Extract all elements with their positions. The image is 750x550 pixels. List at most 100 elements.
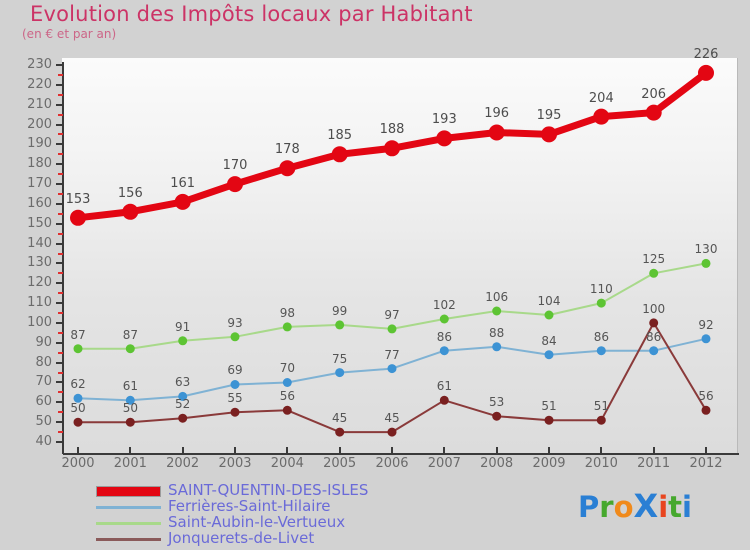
y-tick-label: 190: [27, 136, 52, 152]
x-tick-label: 2004: [270, 456, 304, 471]
x-tick-label: 2008: [480, 456, 514, 471]
data-point-label: 97: [384, 307, 400, 322]
y-tick-minor: [58, 371, 63, 374]
x-tick: [338, 447, 341, 454]
x-tick-label: 2001: [113, 456, 147, 471]
legend-swatch: [96, 538, 161, 541]
x-tick-label: 2002: [166, 456, 200, 471]
x-tick: [129, 447, 132, 454]
x-tick: [600, 447, 603, 454]
legend-label: Saint-Aubin-le-Vertueux: [168, 513, 346, 531]
data-point-label: 195: [536, 108, 562, 124]
data-point-label: 70: [279, 361, 295, 376]
y-tick: [56, 222, 63, 225]
y-tick-minor: [58, 252, 63, 255]
y-tick: [56, 421, 63, 424]
data-point-label: 86: [593, 329, 609, 344]
logo-letter: i: [682, 490, 692, 524]
x-tick-label: 2007: [427, 456, 461, 471]
y-tick-label: 230: [27, 57, 52, 72]
y-tick: [56, 262, 63, 265]
data-point-label: 51: [541, 399, 557, 414]
data-point-label: 45: [384, 411, 400, 426]
y-tick-minor: [58, 292, 63, 295]
y-tick-minor: [58, 312, 63, 315]
x-tick-label: 2000: [61, 456, 95, 471]
y-tick-minor: [58, 192, 63, 195]
data-point-label: 93: [227, 315, 243, 330]
y-tick: [56, 321, 63, 324]
data-point-label: 98: [279, 305, 295, 320]
data-point-label: 110: [589, 282, 613, 297]
data-point-label: 87: [70, 327, 86, 342]
legend-item[interactable]: Saint-Aubin-le-Vertueux: [96, 513, 516, 532]
legend-item[interactable]: Jonquerets-de-Livet: [96, 530, 516, 548]
y-tick-minor: [58, 113, 63, 116]
page-title: Evolution des Impôts locaux par Habitant: [30, 2, 473, 26]
x-tick: [495, 447, 498, 454]
data-point-label: 106: [485, 290, 509, 305]
proxiti-logo: ProXiti: [578, 487, 692, 525]
data-point-label: 50: [122, 401, 138, 416]
y-tick-minor: [58, 391, 63, 394]
data-point-label: 178: [274, 142, 300, 158]
x-tick: [548, 447, 550, 454]
y-tick-minor: [58, 212, 63, 215]
logo-letter: P: [578, 490, 600, 524]
x-tick: [286, 447, 289, 454]
x-tick-label: 2003: [218, 456, 252, 471]
data-point-label: 91: [175, 319, 191, 334]
y-tick-minor: [58, 331, 63, 334]
y-tick: [56, 123, 63, 126]
y-tick-label: 160: [27, 195, 52, 211]
y-tick: [56, 163, 63, 166]
data-point-label: 206: [641, 86, 667, 102]
data-point-label: 84: [541, 333, 557, 348]
data-point-label: 52: [175, 397, 191, 412]
data-point-label: 170: [222, 158, 248, 174]
y-tick: [56, 282, 63, 285]
y-tick-label: 170: [27, 176, 52, 192]
legend-swatch: [96, 522, 161, 525]
x-tick-label: 2009: [532, 456, 566, 471]
y-tick-label: 140: [27, 235, 52, 251]
y-tick-label: 110: [27, 295, 52, 311]
y-tick: [56, 341, 63, 344]
x-tick-label: 2010: [584, 456, 618, 471]
data-point-label: 161: [170, 175, 196, 191]
y-tick: [56, 441, 63, 443]
data-point-label: 196: [484, 106, 510, 122]
data-point-label: 156: [117, 185, 143, 201]
y-tick-label: 90: [35, 334, 52, 350]
data-point-label: 125: [642, 252, 666, 267]
y-tick: [56, 381, 63, 384]
logo-letter: t: [668, 490, 683, 524]
data-point-label: 63: [175, 375, 191, 390]
y-tick: [56, 64, 63, 66]
data-point-label: 50: [70, 401, 86, 416]
y-tick: [56, 183, 63, 186]
y-tick-label: 220: [27, 76, 52, 92]
x-axis-line: [63, 453, 739, 455]
data-point-label: 193: [431, 112, 457, 128]
logo-letter: i: [658, 490, 669, 524]
y-tick-minor: [58, 93, 63, 96]
data-point-label: 88: [489, 325, 505, 340]
legend-swatch: [96, 486, 161, 497]
y-tick-label: 180: [27, 156, 52, 172]
data-point-label: 188: [379, 122, 405, 138]
legend-item[interactable]: Ferrières-Saint-Hilaire: [96, 498, 516, 516]
legend-label: SAINT-QUENTIN-DES-ISLES: [168, 481, 369, 499]
x-tick: [705, 447, 707, 454]
y-tick-minor: [58, 431, 63, 434]
y-tick: [56, 143, 63, 146]
logo-letter: X: [633, 487, 659, 525]
data-point-label: 55: [227, 391, 243, 406]
legend-item[interactable]: SAINT-QUENTIN-DES-ISLES: [96, 481, 516, 500]
data-point-label: 51: [593, 399, 609, 414]
x-tick-label: 2011: [637, 456, 671, 471]
x-tick-label: 2006: [375, 456, 409, 471]
data-point-label: 56: [279, 389, 295, 404]
y-tick-minor: [58, 351, 63, 354]
